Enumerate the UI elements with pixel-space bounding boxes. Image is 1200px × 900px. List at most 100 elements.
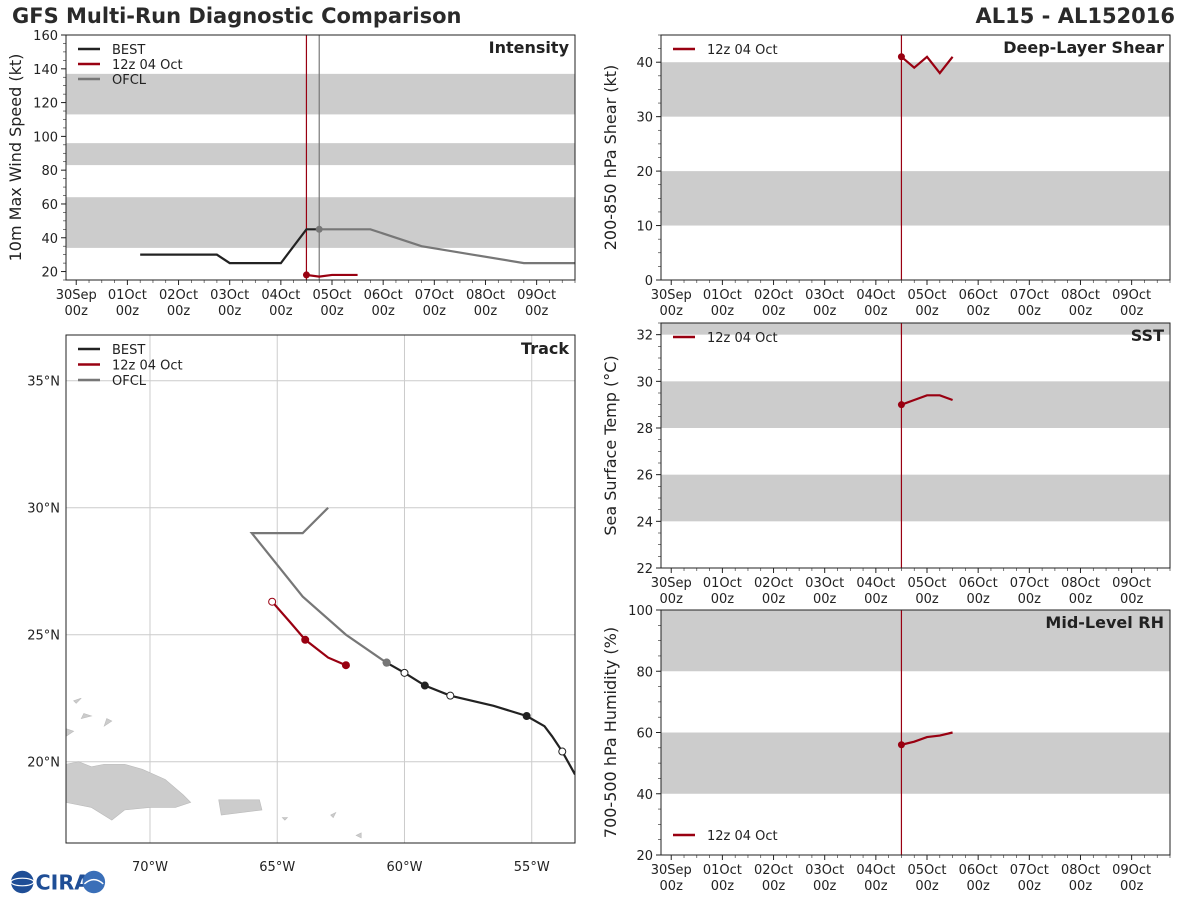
sst-ytick-label: 26: [636, 469, 653, 484]
intensity-xtick-label-date: 05Oct: [312, 288, 351, 303]
sst-ytick-label: 32: [636, 329, 653, 344]
intensity-xtick-label-date: 07Oct: [415, 288, 454, 303]
intensity-ytick-label: 120: [33, 97, 58, 112]
sst-ytick-label: 28: [636, 422, 653, 437]
shear-xtick-label-hour: 00z: [1069, 304, 1093, 319]
rh-legend-label: 12z 04 Oct: [707, 829, 778, 844]
track-lat-label: 30°N: [27, 502, 60, 517]
intensity-ytick-label: 60: [41, 198, 58, 213]
track-lon-label: 65°W: [259, 860, 295, 875]
track-lines-group: [249, 506, 575, 775]
sst-xtick-label-date: 30Sep: [651, 576, 692, 591]
track-lat-label: 20°N: [27, 756, 60, 771]
track-position-point: [268, 597, 277, 606]
track-panel-title: Track: [521, 339, 569, 358]
sst-series-start-point: [897, 401, 905, 409]
rh-ytick-label: 20: [636, 849, 653, 864]
intensity-ytick-label: 100: [33, 130, 58, 145]
rh-xtick-label-date: 08Oct: [1061, 863, 1100, 878]
rh-series-start-point: [897, 741, 905, 749]
shear-xtick-label-hour: 00z: [1018, 304, 1042, 319]
intensity-xtick-label-date: 02Oct: [159, 288, 198, 303]
shear-xtick-label-hour: 00z: [966, 304, 990, 319]
track-axes-frame: [65, 334, 576, 844]
rh-xtick-label-date: 30Sep: [651, 863, 692, 878]
shear-ylabel: 200-850 hPa Shear (kt): [601, 65, 620, 251]
cira-logo-text: CIRA: [35, 871, 90, 895]
shear-xtick-label-date: 01Oct: [703, 288, 742, 303]
rh-ytick-label: 40: [636, 788, 653, 803]
track-lon-label: 70°W: [132, 860, 168, 875]
intensity-ytick-label: 40: [41, 232, 58, 247]
sst-xtick-label-hour: 00z: [660, 592, 684, 607]
track-position-point: [301, 635, 310, 644]
sst-series-line: [901, 394, 953, 406]
rh-xtick-label-date: 05Oct: [907, 863, 946, 878]
track-legend-label: OFCL: [112, 374, 147, 389]
shear-series-line: [900, 55, 954, 75]
sst-xtick-label-hour: 00z: [1018, 592, 1042, 607]
rh-panel-title: Mid-Level RH: [1045, 613, 1164, 632]
track-lat-label: 25°N: [27, 629, 60, 644]
land-mass: [65, 728, 75, 737]
intensity-xtick-label-hour: 00z: [116, 304, 140, 319]
rh-xtick-label-hour: 00z: [1069, 879, 1093, 894]
sst-xtick-label-date: 03Oct: [805, 576, 844, 591]
intensity-legend-label: 12z 04 Oct: [112, 58, 183, 73]
track-position-point: [400, 668, 409, 677]
shear-xtick-label-hour: 00z: [813, 304, 837, 319]
rh-series-line: [901, 731, 953, 746]
rh-xtick-label-date: 09Oct: [1112, 863, 1151, 878]
shear-xtick-label-hour: 00z: [1120, 304, 1144, 319]
intensity-xtick-label-date: 06Oct: [364, 288, 403, 303]
rh-xtick-label-hour: 00z: [813, 879, 837, 894]
land-mass: [65, 761, 192, 821]
intensity-ytick-label: 20: [41, 266, 58, 281]
land-mass: [103, 718, 113, 727]
intensity-xtick-label-date: 09Oct: [517, 288, 556, 303]
cira-logo: CIRA: [10, 870, 106, 895]
shear-xtick-label-date: 08Oct: [1061, 288, 1100, 303]
intensity-series-line: [140, 228, 320, 265]
rh-band: [661, 732, 1170, 794]
track-position-point: [341, 661, 350, 670]
land-mass: [73, 697, 82, 704]
intensity-xtick-label-hour: 00z: [525, 304, 549, 319]
shear-xtick-label-date: 02Oct: [754, 288, 793, 303]
rh-ytick-label: 60: [636, 727, 653, 742]
shear-xtick-label-date: 03Oct: [805, 288, 844, 303]
track-12z-04-oct-line: [271, 600, 347, 667]
track-position-point: [446, 691, 455, 700]
sst-band: [661, 323, 1170, 335]
track-position-point: [382, 658, 391, 667]
intensity-xtick-label-hour: 00z: [371, 304, 395, 319]
intensity-band: [66, 197, 575, 248]
logo-emblem-icon: [82, 870, 106, 894]
shear-series-start-point: [897, 53, 905, 61]
intensity-ylabel: 10m Max Wind Speed (kt): [6, 54, 25, 262]
logo-swoosh: [83, 878, 104, 885]
shear-xtick-label-date: 07Oct: [1010, 288, 1049, 303]
intensity-xtick-label-hour: 00z: [320, 304, 344, 319]
rh-xtick-label-hour: 00z: [864, 879, 888, 894]
rh-xtick-label-date: 06Oct: [959, 863, 998, 878]
shear-xtick-label-date: 06Oct: [959, 288, 998, 303]
rh-xtick-label-hour: 00z: [762, 879, 786, 894]
intensity-xtick-label-hour: 00z: [65, 304, 89, 319]
sst-ylabel: Sea Surface Temp (°C): [601, 355, 620, 535]
shear-ytick-label: 30: [636, 111, 653, 126]
shear-xtick-label-hour: 00z: [762, 304, 786, 319]
sst-xtick-label-date: 06Oct: [959, 576, 998, 591]
shear-xtick-label-hour: 00z: [864, 304, 888, 319]
globe-icon: [11, 870, 34, 894]
rh-ylabel: 700-500 hPa Humidity (%): [601, 627, 620, 838]
intensity-series-line: [319, 228, 575, 265]
sst-xtick-label-hour: 00z: [1120, 592, 1144, 607]
sst-xtick-label-date: 07Oct: [1010, 576, 1049, 591]
intensity-xtick-label-hour: 00z: [423, 304, 447, 319]
intensity-series-start-point: [302, 271, 310, 279]
sst-xtick-label-date: 02Oct: [754, 576, 793, 591]
intensity-panel-title: Intensity: [489, 38, 570, 57]
land-mass: [218, 799, 263, 816]
